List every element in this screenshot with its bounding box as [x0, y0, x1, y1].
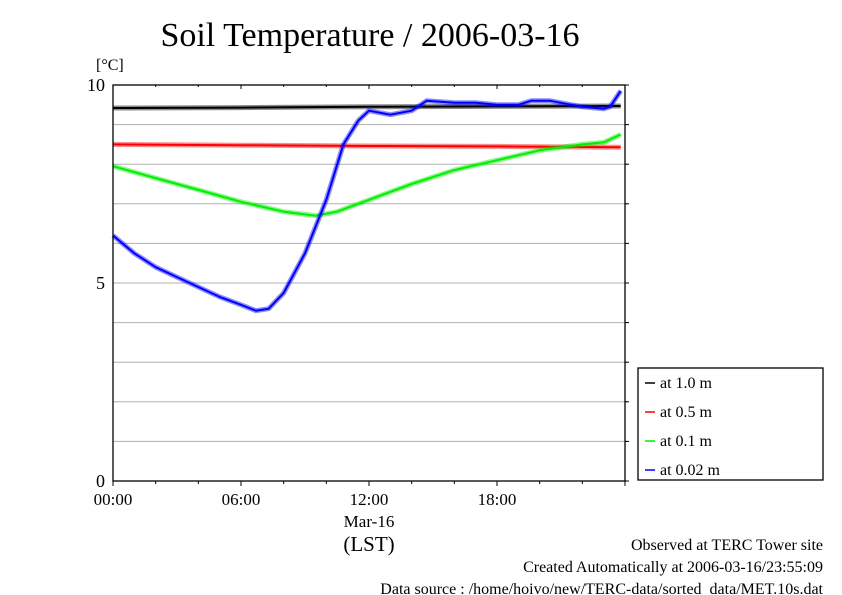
y-tick-label: 10: [87, 75, 105, 95]
y-tick-label: 5: [96, 273, 105, 293]
y-tick-label: 0: [96, 471, 105, 491]
series-line-at-0-5-m: [112, 143, 621, 149]
footer-observed: Observed at TERC Tower site: [631, 537, 823, 554]
x-tick-label: 18:00: [478, 490, 517, 509]
x-tick-label: 00:00: [94, 490, 133, 509]
x-axis-label: (LST): [343, 532, 394, 556]
x-tick-label: 06:00: [222, 490, 261, 509]
y-axis-label: [°C]: [96, 57, 124, 74]
legend-label: at 0.02 m: [660, 462, 721, 479]
x-tick-label: 12:00: [350, 490, 389, 509]
series-line-at-1-0-m: [112, 105, 621, 109]
series-line-at-0-1-m: [112, 133, 622, 217]
legend-label: at 1.0 m: [660, 375, 713, 392]
chart-title: Soil Temperature / 2006-03-16: [160, 17, 579, 54]
series-line-at-0-02-m: [112, 90, 622, 312]
footer-data-source: Data source : /home/hoivo/new/TERC-data/…: [380, 581, 823, 595]
date-label: Mar-16: [344, 512, 395, 531]
legend: at 1.0 m at 0.5 m at 0.1 m at 0.02 m: [637, 367, 824, 481]
legend-label: at 0.5 m: [660, 404, 713, 421]
legend-label: at 0.1 m: [660, 433, 713, 450]
footer-created: Created Automatically at 2006-03-16/23:5…: [523, 559, 823, 576]
